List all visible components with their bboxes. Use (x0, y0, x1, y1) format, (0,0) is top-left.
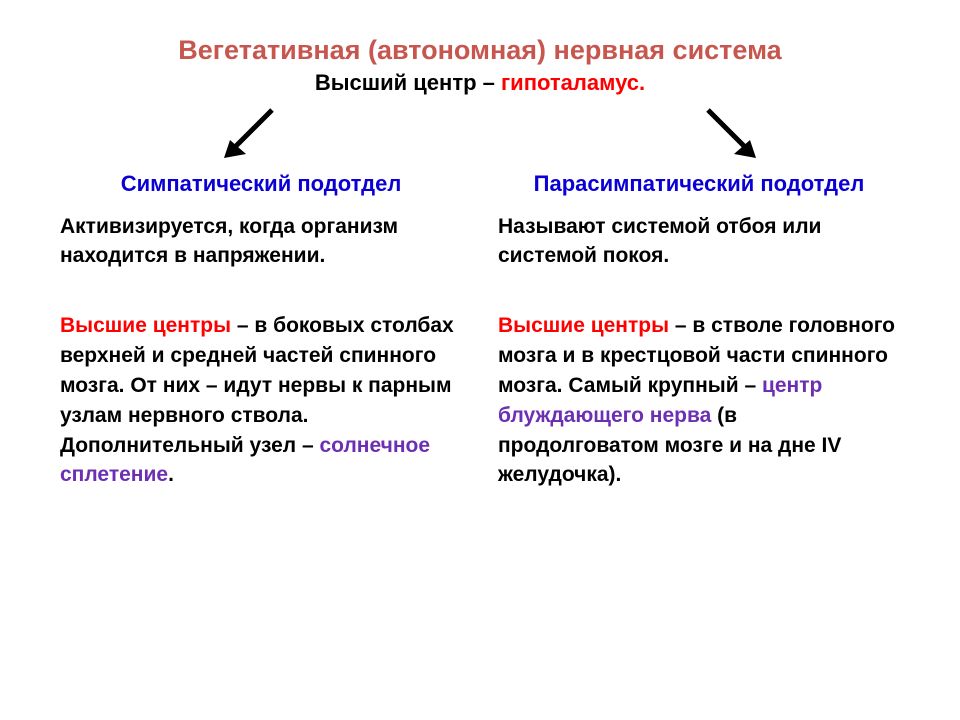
left-paragraph-1: Активизируется, когда организм находится… (60, 212, 462, 272)
title-block: Вегетативная (автономная) нервная систем… (60, 32, 900, 98)
left-p2-tail: . (168, 463, 174, 486)
subtitle-line: Высший центр – гипоталамус. (60, 68, 900, 98)
left-heading: Симпатический подотдел (60, 170, 462, 198)
left-p2-term: Высшие центры (60, 314, 231, 337)
left-column: Симпатический подотдел Активизируется, к… (60, 170, 462, 490)
subtitle-emphasis: гипоталамус. (501, 70, 645, 95)
right-p2-term: Высшие центры (498, 314, 669, 337)
left-paragraph-2: Высшие центры – в боковых столбах верхне… (60, 311, 462, 490)
arrow-left-icon (220, 106, 280, 160)
right-paragraph-2: Высшие центры – в стволе головного мозга… (498, 311, 900, 490)
right-column: Парасимпатический подотдел Называют сист… (498, 170, 900, 490)
main-title: Вегетативная (автономная) нервная систем… (60, 32, 900, 68)
arrows-row (60, 104, 900, 174)
subtitle-prefix: Высший центр – (315, 70, 501, 95)
right-paragraph-1: Называют системой отбоя или системой пок… (498, 212, 900, 272)
arrow-right-icon (700, 106, 760, 160)
columns: Симпатический подотдел Активизируется, к… (60, 170, 900, 490)
right-heading: Парасимпатический подотдел (498, 170, 900, 198)
slide: Вегетативная (автономная) нервная систем… (0, 0, 960, 720)
